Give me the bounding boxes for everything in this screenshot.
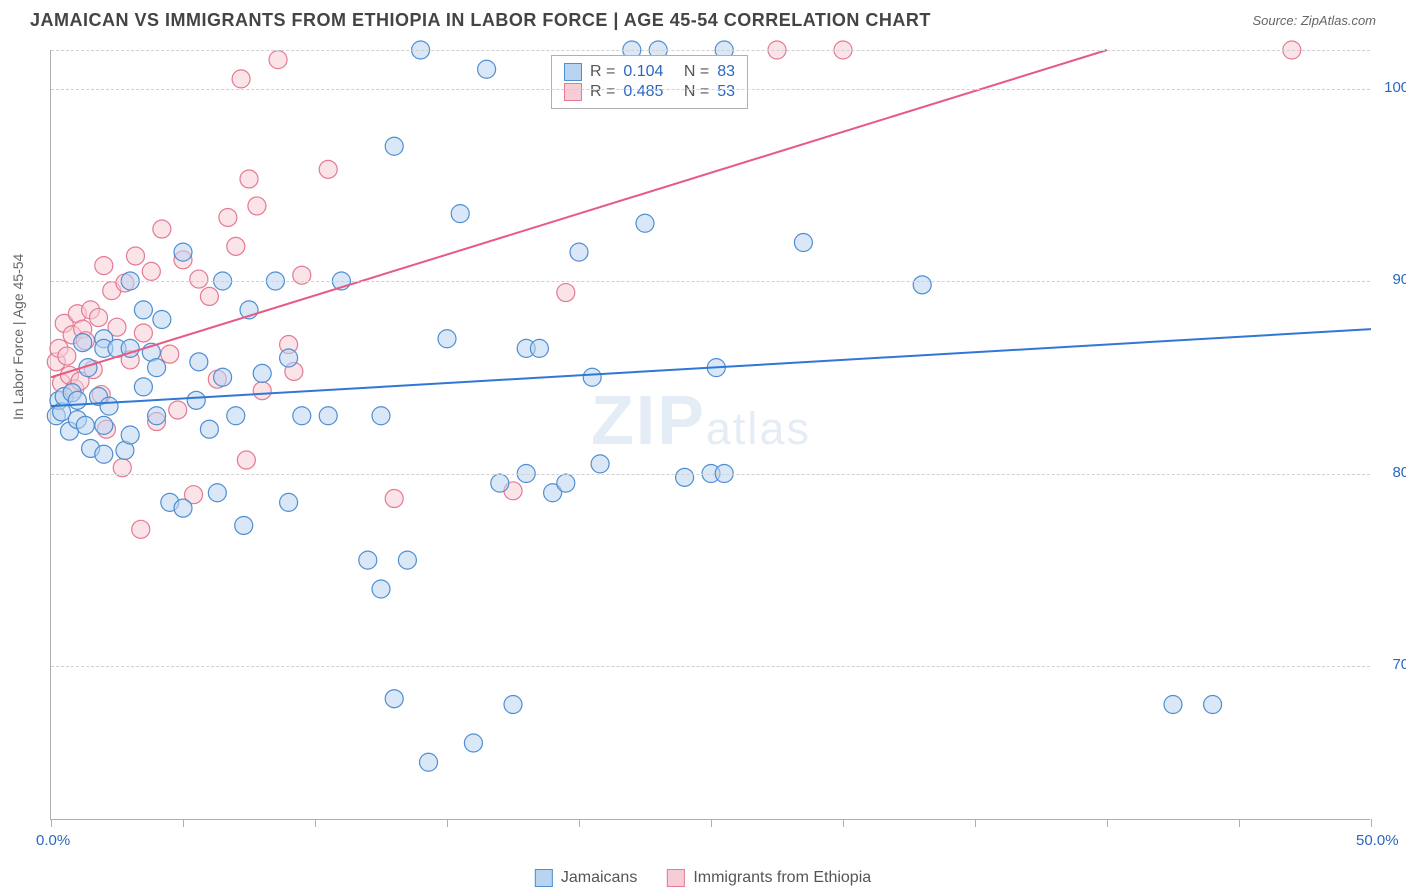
correlation-legend: R = 0.104 N = 83 R = 0.485 N = 53 [551,55,748,109]
n-value-jamaican: 83 [717,63,735,81]
source-label: Source: ZipAtlas.com [1252,13,1376,28]
gridline [51,89,1370,90]
y-tick-label: 90.0% [1392,271,1406,288]
n-prefix-label: N = [684,63,709,81]
gridline [51,281,1370,282]
r-value-jamaican: 0.104 [623,63,663,81]
legend-label-jamaican: Jamaicans [561,869,637,887]
chart-title: JAMAICAN VS IMMIGRANTS FROM ETHIOPIA IN … [30,10,931,31]
x-tick [579,819,580,827]
scatter-plot-svg [51,50,1370,819]
y-tick-label: 100.0% [1384,79,1406,96]
y-tick-label: 70.0% [1392,656,1406,673]
series-legend: Jamaicans Immigrants from Ethiopia [535,869,871,887]
x-tick [975,819,976,827]
legend-item-jamaican: Jamaicans [535,869,637,887]
n-value-ethiopia: 53 [717,83,735,101]
y-axis-title: In Labor Force | Age 45-54 [10,254,26,420]
legend-label-ethiopia: Immigrants from Ethiopia [693,869,871,887]
swatch-jamaican-icon [535,869,553,887]
x-tick [1371,819,1372,827]
r-value-ethiopia: 0.485 [623,83,663,101]
r-prefix-label: R = [590,83,615,101]
x-tick-label: 0.0% [36,832,70,849]
x-tick [315,819,316,827]
x-tick [711,819,712,827]
legend-item-ethiopia: Immigrants from Ethiopia [667,869,871,887]
x-tick [843,819,844,827]
swatch-ethiopia-icon [667,869,685,887]
swatch-jamaican-icon [564,63,582,81]
swatch-ethiopia-icon [564,83,582,101]
x-tick-label: 50.0% [1356,832,1399,849]
x-tick [51,819,52,827]
gridline [51,474,1370,475]
x-tick [1107,819,1108,827]
legend-row-jamaican: R = 0.104 N = 83 [564,63,735,81]
x-tick [447,819,448,827]
gridline [51,666,1370,667]
x-tick [1239,819,1240,827]
n-prefix-label: N = [684,83,709,101]
y-tick-label: 80.0% [1392,464,1406,481]
r-prefix-label: R = [590,63,615,81]
legend-row-ethiopia: R = 0.485 N = 53 [564,83,735,101]
gridline [51,50,1370,51]
chart-plot-area: R = 0.104 N = 83 R = 0.485 N = 53 ZIPatl… [50,50,1370,820]
x-tick [183,819,184,827]
